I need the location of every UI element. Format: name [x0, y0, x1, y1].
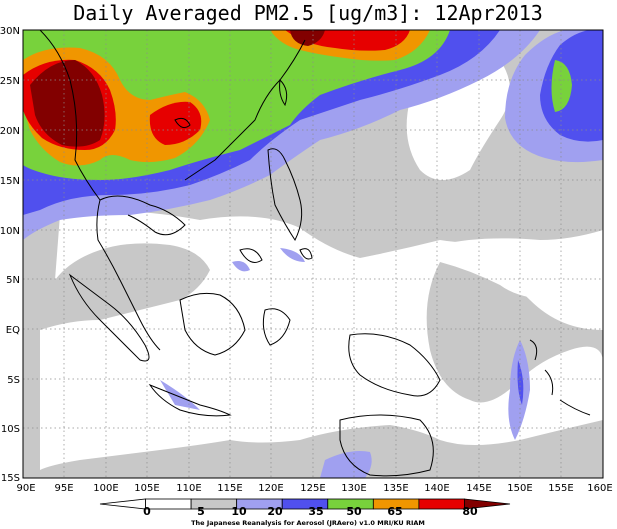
- y-axis-ticks: 30N 25N 20N 15N 10N 5N EQ 5S 10S 15S: [0, 26, 20, 484]
- x-tick-label: 115E: [217, 483, 242, 494]
- colorbar-label: 0: [143, 505, 151, 518]
- y-tick-label: 30N: [0, 26, 20, 37]
- colorbar-label: 50: [346, 505, 362, 518]
- x-tick-label: 95E: [54, 483, 73, 494]
- y-tick-label: 5S: [7, 375, 20, 386]
- map-title: Daily Averaged PM2.5 [ug/m3]: 12Apr2013: [73, 1, 543, 25]
- colorbar: [99, 498, 511, 510]
- x-axis-ticks: 90E 95E 100E 105E 110E 115E 120E 125E 13…: [16, 483, 612, 494]
- colorbar-label: 10: [231, 505, 247, 518]
- y-tick-label: 25N: [0, 76, 20, 87]
- y-tick-label: 15N: [0, 176, 20, 187]
- colorbar-label: 20: [267, 505, 283, 518]
- x-tick-label: 145E: [466, 483, 491, 494]
- x-tick-label: 135E: [383, 483, 408, 494]
- colorbar-labels: 0 5 10 20 35 50 65 80: [143, 505, 478, 518]
- y-tick-label: 20N: [0, 126, 20, 137]
- colorbar-label: 65: [387, 505, 402, 518]
- y-tick-label: 15S: [1, 473, 20, 484]
- plot-frame: [22, 29, 604, 479]
- y-tick-label: 10N: [0, 226, 20, 237]
- x-tick-label: 130E: [341, 483, 366, 494]
- x-tick-label: 160E: [587, 483, 612, 494]
- x-tick-label: 150E: [507, 483, 532, 494]
- x-tick-label: 100E: [93, 483, 118, 494]
- credit-text: The Japanese Reanalysis for Aerosol (JRA…: [191, 519, 425, 527]
- x-tick-label: 120E: [258, 483, 283, 494]
- colorbar-swatch: [99, 498, 146, 510]
- y-tick-label: EQ: [6, 325, 20, 336]
- x-tick-label: 105E: [134, 483, 159, 494]
- colorbar-label: 80: [462, 505, 478, 518]
- colorbar-swatch: [464, 498, 511, 510]
- pm25-band-max: [30, 30, 325, 147]
- plot-area: [23, 30, 603, 478]
- colorbar-swatch: [418, 498, 465, 510]
- y-tick-label: 10S: [1, 424, 20, 435]
- x-tick-label: 110E: [176, 483, 201, 494]
- x-tick-label: 155E: [548, 483, 573, 494]
- coastlines: [39, 30, 591, 477]
- colorbar-label: 5: [197, 505, 205, 518]
- x-tick-label: 90E: [16, 483, 35, 494]
- x-tick-label: 140E: [424, 483, 449, 494]
- x-tick-label: 125E: [300, 483, 325, 494]
- colorbar-label: 35: [308, 505, 323, 518]
- y-tick-label: 5N: [6, 275, 20, 286]
- colorbar-swatch: [145, 498, 192, 510]
